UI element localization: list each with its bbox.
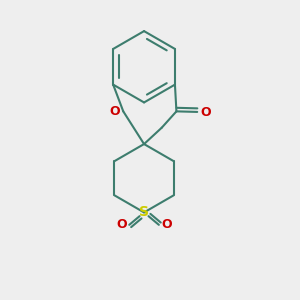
Text: S: S <box>139 206 149 219</box>
Text: O: O <box>110 105 120 118</box>
Text: O: O <box>116 218 127 231</box>
Text: O: O <box>161 218 172 231</box>
Text: O: O <box>200 106 211 118</box>
